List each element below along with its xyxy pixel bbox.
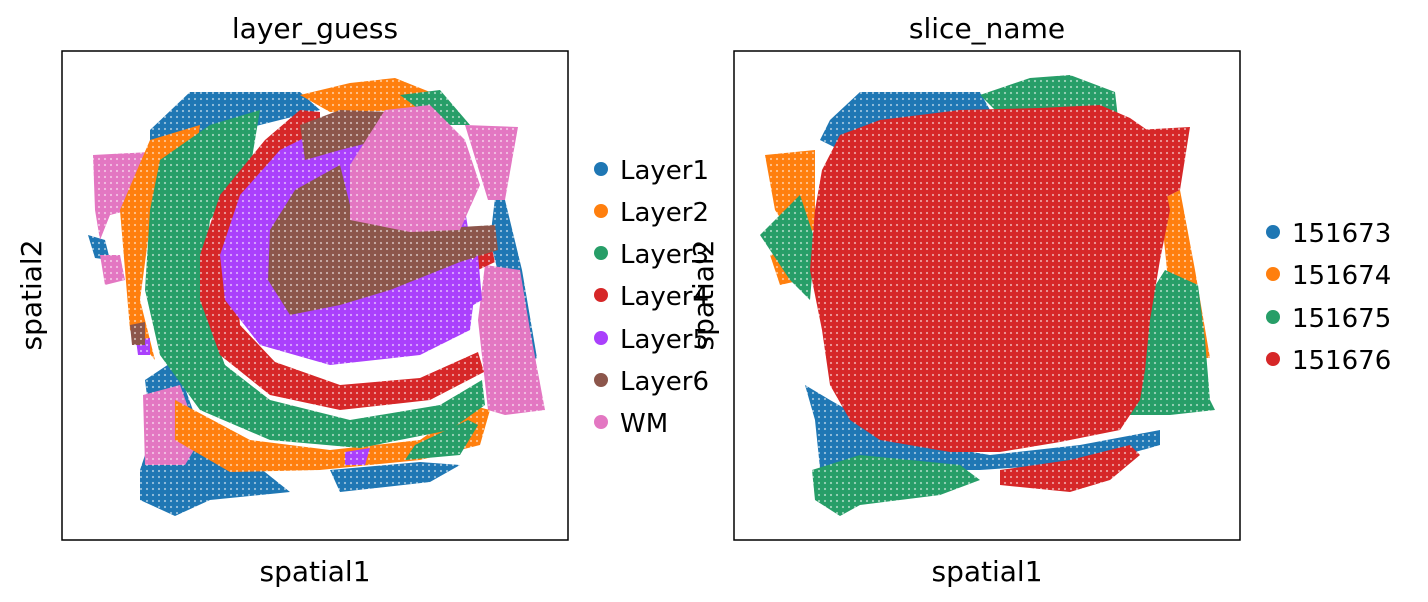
legend-item: 151675	[1266, 304, 1391, 334]
panel-layer-guess: layer_guess spatial1 spatial2	[15, 12, 709, 588]
legend-label: Layer2	[620, 198, 709, 228]
legend-marker	[1266, 352, 1280, 366]
x-axis-label: spatial1	[931, 555, 1042, 588]
plot-area	[734, 51, 1240, 540]
legend-label: Layer1	[620, 156, 709, 186]
legend-marker	[1266, 310, 1280, 324]
legend-label: Layer4	[620, 282, 709, 312]
legend-label: 151675	[1292, 304, 1391, 334]
legend-marker	[1266, 225, 1280, 239]
legend-label: 151673	[1292, 219, 1391, 249]
chart-title: layer_guess	[232, 12, 398, 45]
legend-label: Layer3	[620, 240, 709, 270]
y-axis-label: spatial2	[15, 239, 48, 350]
legend-marker	[594, 373, 608, 387]
legend-marker	[594, 162, 608, 176]
legend-item: 151676	[1266, 346, 1391, 376]
legend-item: Layer2	[594, 198, 709, 228]
chart-title: slice_name	[909, 12, 1065, 45]
panel-slice-name: slice_name spatial1 spatial2	[687, 12, 1391, 588]
legend-marker	[594, 204, 608, 218]
legend-label: Layer6	[620, 367, 709, 397]
legend-item: Layer4	[594, 282, 709, 312]
plot-frame	[733, 50, 1241, 541]
legend-marker	[594, 331, 608, 345]
legend-item: Layer1	[594, 156, 709, 186]
legend-label: Layer5	[620, 325, 709, 355]
spot-texture	[734, 51, 1240, 540]
legend-item: 151673	[1266, 219, 1391, 249]
y-axis-label: spatial2	[687, 239, 720, 350]
legend-marker	[594, 246, 608, 260]
plot-frame	[61, 50, 569, 541]
legend: Layer1 Layer2 Layer3 Layer4 Layer5 Layer…	[594, 156, 709, 439]
spot-texture	[62, 51, 568, 540]
legend-item: 151674	[1266, 261, 1391, 291]
legend: 151673 151674 151675 151676	[1266, 219, 1391, 376]
legend-marker	[594, 415, 608, 429]
plot-area	[62, 51, 568, 540]
legend-label: 151676	[1292, 346, 1391, 376]
legend-item: WM	[594, 409, 668, 439]
legend-item: Layer5	[594, 325, 709, 355]
legend-item: Layer3	[594, 240, 709, 270]
x-axis-label: spatial1	[259, 555, 370, 588]
legend-marker	[1266, 267, 1280, 281]
legend-marker	[594, 288, 608, 302]
legend-item: Layer6	[594, 367, 709, 397]
legend-label: WM	[620, 409, 668, 439]
legend-label: 151674	[1292, 261, 1391, 291]
